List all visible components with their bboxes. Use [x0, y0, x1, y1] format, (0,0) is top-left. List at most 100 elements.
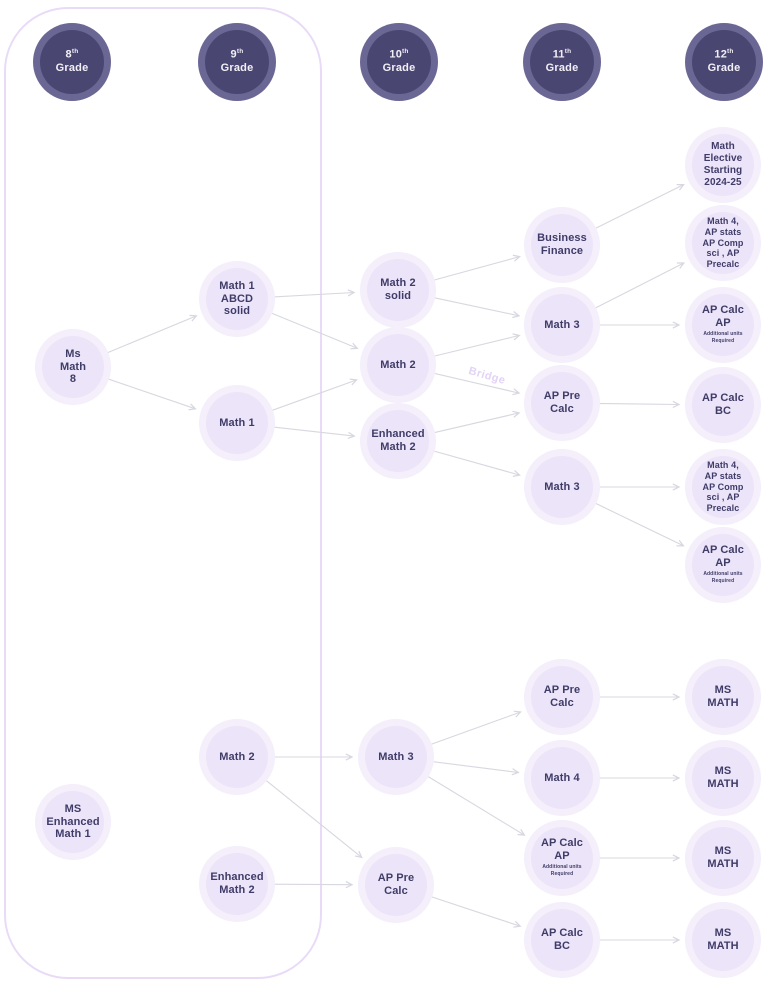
course-node-math-elective: Math Elective Starting 2024-25	[685, 127, 761, 203]
course-node-math3-a: Math 3	[524, 287, 600, 363]
course-note: Additional units Required	[703, 570, 743, 585]
course-node-ms-math-8: Ms Math 8	[35, 329, 111, 405]
course-note: Additional units Required	[542, 863, 582, 878]
edge-ms-math-8-to-math1	[103, 376, 195, 409]
grade-label: 10th Grade	[382, 47, 416, 75]
grade-node-11th: 11th Grade	[523, 23, 601, 101]
course-node-math3-c: Math 3	[358, 719, 434, 795]
course-node-ap-calc-ap-a: AP Calc AP Additional units Required	[685, 287, 761, 363]
course-node-math4-multi-b: Math 4, AP stats AP Comp sci , AP Precal…	[685, 449, 761, 525]
course-node-ms-math-2: MS MATH	[685, 740, 761, 816]
grade-label: 11th Grade	[545, 47, 579, 75]
course-circle: Ms Math 8	[42, 336, 104, 398]
course-circle: AP Pre Calc	[531, 372, 593, 434]
course-label: MS MATH	[707, 927, 739, 952]
edge-enh-math2-top-to-math3-b	[428, 449, 520, 476]
grade-circle: 11th Grade	[530, 30, 594, 94]
course-circle: Math 3	[531, 456, 593, 518]
course-label: AP Calc AP	[701, 544, 745, 569]
edge-math3-c-to-math4-c	[427, 760, 519, 773]
grade-label: 8th Grade	[55, 47, 89, 75]
course-node-math4-c: Math 4	[524, 740, 600, 816]
course-circle: MS MATH	[692, 666, 754, 728]
course-circle: Math 3	[365, 726, 427, 788]
course-circle: Math 2	[206, 726, 268, 788]
course-circle: AP Calc AP Additional units Required	[531, 827, 593, 889]
course-label: Math Elective Starting 2024-25	[703, 141, 743, 188]
edge-math3-b-to-ap-calc-ap-b	[590, 500, 684, 546]
course-label: AP Pre Calc	[543, 684, 581, 709]
course-label: Math 3	[544, 318, 580, 331]
course-label: Math 4, AP stats AP Comp sci , AP Precal…	[702, 216, 744, 269]
course-label: Business Finance	[537, 232, 587, 257]
course-circle: Math 1	[206, 392, 268, 454]
course-node-ms-math-4: MS MATH	[685, 902, 761, 978]
edge-ms-math-8-to-math1-abcd	[102, 316, 197, 356]
course-node-math1-abcd: Math 1 ABCD solid	[199, 261, 275, 337]
course-circle: Math 4, AP stats AP Comp sci , AP Precal…	[692, 212, 754, 274]
grade-node-8th: 8th Grade	[33, 23, 111, 101]
course-circle: AP Pre Calc	[365, 854, 427, 916]
edge-math3-c-to-ap-calc-ap-c	[423, 773, 524, 836]
course-circle: AP Calc AP Additional units Required	[692, 534, 754, 596]
grade-label: 12th Grade	[707, 47, 741, 75]
edge-math2-solid-to-math3-a	[429, 296, 519, 316]
course-circle: AP Calc BC	[692, 374, 754, 436]
course-circle: Enhanced Math 2	[206, 853, 268, 915]
course-label: Math 3	[378, 750, 414, 763]
course-node-business-finance: Business Finance	[524, 207, 600, 283]
course-label: Math 2 solid	[380, 277, 416, 302]
edge-enh-math2-top-to-ap-precalc-a	[429, 413, 519, 435]
edge-math3-c-to-ap-precalc-c	[425, 712, 520, 747]
course-circle: MS Enhanced Math 1	[42, 791, 104, 853]
course-circle: MS MATH	[692, 827, 754, 889]
course-circle: Math Elective Starting 2024-25	[692, 134, 754, 196]
course-label: AP Calc AP	[701, 304, 745, 329]
grade-node-10th: 10th Grade	[360, 23, 438, 101]
course-node-enh-math2-top: Enhanced Math 2	[360, 403, 436, 479]
edge-math1-abcd-to-math2-solid	[268, 293, 354, 298]
course-label: MS MATH	[707, 684, 739, 709]
course-label: Math 1 ABCD solid	[219, 279, 255, 318]
course-label: Math 4, AP stats AP Comp sci , AP Precal…	[702, 460, 744, 513]
course-circle: AP Calc BC	[531, 909, 593, 971]
course-label: MS MATH	[707, 845, 739, 870]
course-label: Enhanced Math 2	[210, 871, 264, 896]
course-label: Math 2	[219, 750, 255, 763]
course-circle: Enhanced Math 2	[367, 410, 429, 472]
course-label: Math 4	[544, 771, 580, 784]
edge-ap-precalc-a-to-ap-calc-bc-a	[593, 403, 679, 404]
course-node-ms-math-1: MS MATH	[685, 659, 761, 735]
course-label: Math 2	[380, 358, 416, 371]
course-node-math3-b: Math 3	[524, 449, 600, 525]
course-node-math2-bottom: Math 2	[199, 719, 275, 795]
course-node-math2-top: Math 2	[360, 327, 436, 403]
course-node-ap-precalc-a: AP Pre Calc	[524, 365, 600, 441]
course-node-ap-precalc-c: AP Pre Calc	[524, 659, 600, 735]
course-label: Ms Math 8	[59, 347, 87, 386]
course-circle: Math 4, AP stats AP Comp sci , AP Precal…	[692, 456, 754, 518]
grade-node-9th: 9th Grade	[198, 23, 276, 101]
course-label: AP Calc BC	[540, 927, 584, 952]
grade-circle: 10th Grade	[367, 30, 431, 94]
course-node-ms-math-3: MS MATH	[685, 820, 761, 896]
edge-math2-top-to-math3-a	[428, 335, 519, 358]
grade-circle: 8th Grade	[40, 30, 104, 94]
course-label: AP Pre Calc	[543, 390, 581, 415]
course-label: MS MATH	[707, 765, 739, 790]
course-circle: MS MATH	[692, 909, 754, 971]
course-circle: Business Finance	[531, 214, 593, 276]
grade-label: 9th Grade	[220, 47, 254, 75]
course-node-enh-math2-bottom: Enhanced Math 2	[199, 846, 275, 922]
course-circle: AP Pre Calc	[531, 666, 593, 728]
course-node-math4-multi-a: Math 4, AP stats AP Comp sci , AP Precal…	[685, 205, 761, 281]
course-node-math1: Math 1	[199, 385, 275, 461]
course-node-ms-enh-math1: MS Enhanced Math 1	[35, 784, 111, 860]
course-label: Math 1	[219, 416, 255, 429]
edge-math1-to-enh-math2-top	[268, 426, 355, 437]
course-circle: Math 2 solid	[367, 259, 429, 321]
course-circle: Math 2	[367, 334, 429, 396]
course-label: Enhanced Math 2	[371, 428, 425, 453]
